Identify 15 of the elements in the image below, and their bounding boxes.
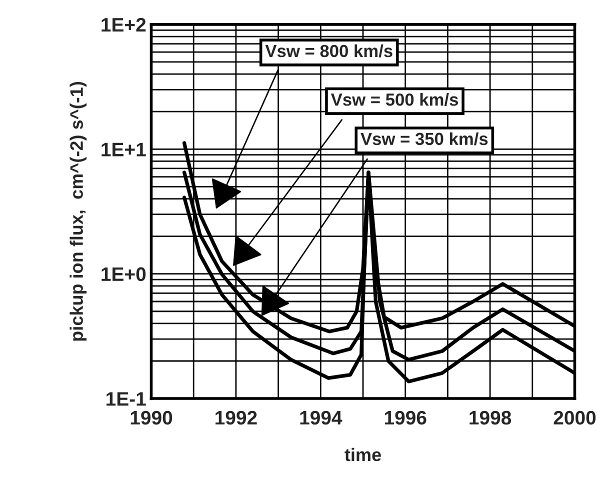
x-tick-label: 1992	[216, 410, 257, 425]
y-axis-title: pickup ion flux, cm^(-2) s^(-1)	[70, 82, 87, 341]
x-tick-label: 2000	[554, 410, 596, 425]
x-tick-label: 1998	[470, 410, 512, 425]
y-tick-label: 1E+1	[102, 142, 146, 156]
y-tick-label: 1E+0	[102, 267, 146, 282]
annotation: Vsw = 500 km/s	[330, 93, 458, 106]
annotation: Vsw = 350 km/s	[360, 132, 488, 146]
annotation: Vsw = 800 km/s	[265, 44, 392, 58]
x-axis-title: time	[344, 448, 381, 462]
x-tick-label: 1996	[384, 410, 426, 425]
y-tick-label: 1E-1	[106, 392, 146, 406]
x-tick-label: 1990	[130, 410, 172, 425]
y-tick-label: 1E+2	[102, 18, 146, 32]
x-tick-label: 1994	[300, 410, 342, 425]
